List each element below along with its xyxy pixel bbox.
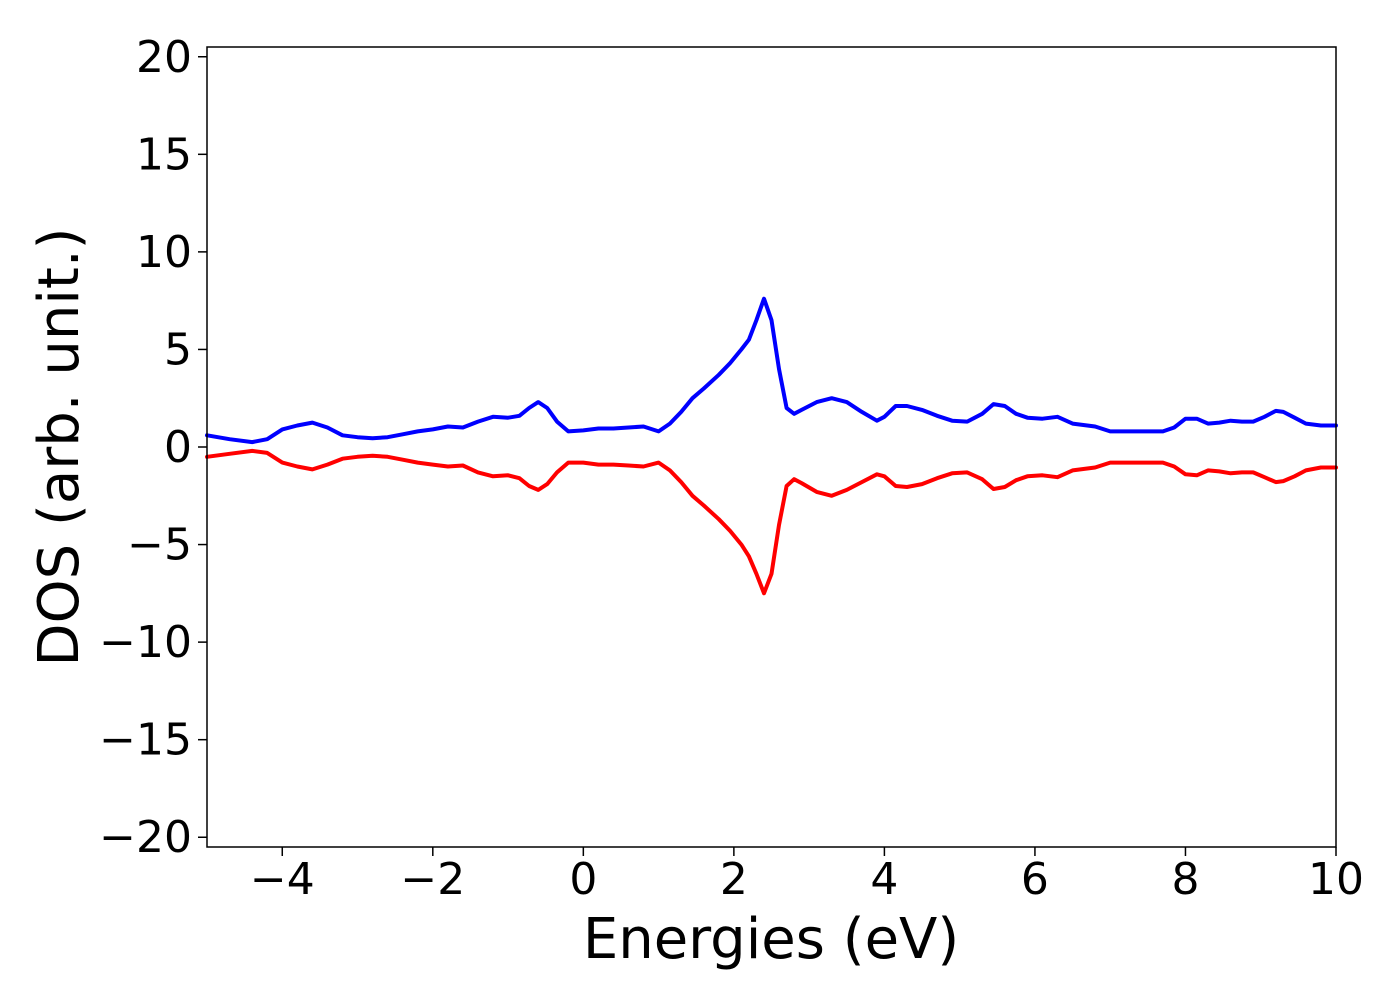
x-tick-label: 6 [1021, 854, 1049, 905]
x-tick-label: 10 [1308, 854, 1364, 905]
y-axis-ticks: −20 −15 −10 −5 0 5 10 15 20 [99, 32, 207, 863]
series-line-1 [205, 296, 1338, 445]
plot-frame [206, 46, 1337, 848]
x-axis-label: Energies (eV) [583, 907, 959, 972]
x-tick-label: 0 [569, 854, 597, 905]
y-axis-label: DOS (arb. unit.) [27, 227, 92, 666]
x-tick-label: 2 [720, 854, 748, 905]
y-tick-label: 15 [136, 129, 192, 180]
x-tick-label: −4 [250, 854, 315, 905]
series-line-2 [205, 448, 1338, 596]
x-axis-ticks: −4 −2 0 2 4 6 8 10 [250, 847, 1364, 905]
y-tick-label: 20 [136, 32, 192, 83]
x-tick-label: −2 [400, 854, 465, 905]
x-tick-label: 8 [1171, 854, 1199, 905]
y-tick-label: −5 [127, 520, 192, 571]
y-tick-label: 0 [164, 422, 192, 473]
y-tick-label: −20 [99, 812, 192, 863]
x-tick-label: 4 [870, 854, 898, 905]
y-tick-label: −10 [99, 617, 192, 668]
series-lines [205, 296, 1338, 596]
y-tick-label: 10 [136, 227, 192, 278]
y-tick-label: 5 [164, 324, 192, 375]
y-tick-label: −15 [99, 715, 192, 766]
